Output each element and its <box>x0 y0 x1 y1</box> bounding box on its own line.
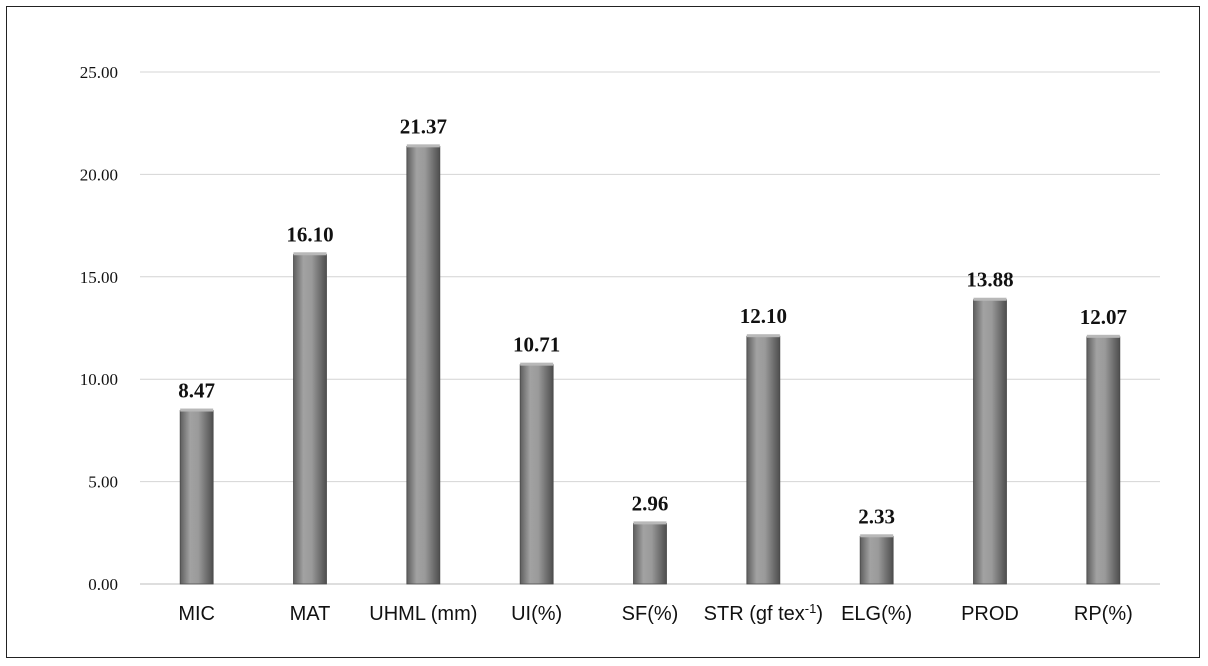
data-label: 16.10 <box>286 222 333 246</box>
x-tick-label: UHML (mm) <box>369 603 477 625</box>
bar-cap <box>973 297 1007 301</box>
x-tick-label: ELG(%) <box>841 603 912 625</box>
y-tick-label: 25.00 <box>80 63 118 82</box>
bar <box>633 522 667 585</box>
data-label: 10.71 <box>513 333 560 357</box>
bar-cap <box>860 534 894 538</box>
x-tick-label: STR (gf tex-1) <box>704 601 823 626</box>
bar <box>973 299 1007 585</box>
x-tick-label: MAT <box>290 603 331 625</box>
bar-cap <box>746 334 780 338</box>
bar <box>179 410 214 585</box>
bar <box>1086 336 1121 585</box>
bar-cap <box>520 362 554 366</box>
data-label: 12.10 <box>740 304 787 328</box>
y-tick-label: 20.00 <box>80 165 118 184</box>
bar-cap <box>180 408 214 412</box>
data-label: 8.47 <box>178 379 215 403</box>
bar-cap <box>633 521 667 525</box>
bar-cap <box>293 252 327 256</box>
y-tick-label: 5.00 <box>88 473 118 492</box>
data-label: 2.33 <box>858 504 895 528</box>
bar <box>293 253 327 585</box>
bar-cap <box>1086 334 1120 338</box>
bar <box>746 335 781 585</box>
x-axis-ticks: MIC MAT UHML (mm) UI(%) SF(%) STR (gf tex-1) E… <box>178 601 1132 626</box>
x-tick-label: UI(%) <box>511 603 562 625</box>
y-axis-ticks: 0.00 5.00 10.00 15.00 20.00 25.00 <box>80 63 118 594</box>
data-label: 21.37 <box>400 114 447 138</box>
data-label: 13.88 <box>966 268 1013 292</box>
x-tick-label: PROD <box>961 603 1019 625</box>
x-tick-label: MIC <box>178 603 215 625</box>
y-tick-label: 15.00 <box>80 268 118 287</box>
y-tick-label: 10.00 <box>80 370 118 389</box>
x-tick-label: RP(%) <box>1074 603 1133 625</box>
data-labels: 8.47 16.10 21.37 10.71 2.96 12.10 2.33 13.88 12.… <box>178 114 1127 528</box>
bars <box>179 144 1121 585</box>
bar <box>859 535 894 585</box>
bar <box>519 364 554 585</box>
data-label: 12.07 <box>1080 305 1127 329</box>
x-tick-label: SF(%) <box>622 603 679 625</box>
data-label: 2.96 <box>632 491 669 515</box>
y-tick-label: 0.00 <box>88 575 118 594</box>
bar-cap <box>406 144 440 148</box>
bar <box>406 145 441 585</box>
